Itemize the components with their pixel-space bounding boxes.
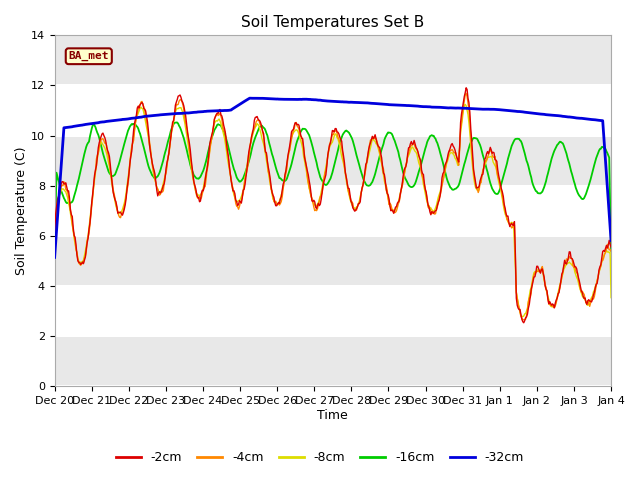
Bar xyxy=(54,136,611,186)
-32cm xyxy=(149,113,157,119)
-8cm xyxy=(194,192,202,198)
-32cm xyxy=(380,101,387,107)
-32cm xyxy=(51,254,58,260)
-2cm xyxy=(520,320,527,325)
-16cm xyxy=(303,129,311,135)
-8cm xyxy=(422,195,430,201)
Line: -2cm: -2cm xyxy=(54,88,611,323)
-4cm xyxy=(194,195,202,201)
-2cm xyxy=(462,85,470,91)
-8cm xyxy=(607,295,615,300)
Y-axis label: Soil Temperature (C): Soil Temperature (C) xyxy=(15,146,28,275)
-32cm xyxy=(607,238,615,243)
-2cm xyxy=(303,163,310,169)
-16cm xyxy=(195,176,202,181)
-2cm xyxy=(51,233,58,239)
-16cm xyxy=(470,135,478,141)
-16cm xyxy=(607,248,615,253)
Line: -32cm: -32cm xyxy=(54,98,611,257)
Text: BA_met: BA_met xyxy=(68,51,109,61)
-32cm xyxy=(470,106,478,112)
Title: Soil Temperatures Set B: Soil Temperatures Set B xyxy=(241,15,424,30)
-16cm xyxy=(173,120,181,125)
-4cm xyxy=(303,163,310,169)
Bar xyxy=(54,236,611,286)
-2cm xyxy=(470,173,478,179)
-2cm xyxy=(422,190,430,195)
-16cm xyxy=(380,141,387,147)
-8cm xyxy=(461,102,469,108)
-8cm xyxy=(51,213,58,219)
-2cm xyxy=(149,164,157,170)
-4cm xyxy=(422,190,430,196)
-4cm xyxy=(470,175,478,181)
-8cm xyxy=(379,168,387,173)
-2cm xyxy=(379,163,387,169)
-2cm xyxy=(194,194,202,200)
Line: -4cm: -4cm xyxy=(54,93,611,320)
-4cm xyxy=(462,90,470,96)
Bar xyxy=(54,36,611,85)
-16cm xyxy=(423,139,431,145)
-32cm xyxy=(423,104,431,109)
-4cm xyxy=(607,249,615,254)
Bar xyxy=(54,336,611,386)
-8cm xyxy=(303,168,310,174)
-4cm xyxy=(519,317,527,323)
-16cm xyxy=(149,173,157,179)
-8cm xyxy=(149,168,157,174)
-16cm xyxy=(51,254,58,260)
-8cm xyxy=(519,314,527,320)
-2cm xyxy=(607,244,615,250)
-32cm xyxy=(246,96,253,101)
Line: -16cm: -16cm xyxy=(54,122,611,257)
-32cm xyxy=(303,96,311,102)
X-axis label: Time: Time xyxy=(317,409,348,422)
-4cm xyxy=(51,220,58,226)
-4cm xyxy=(379,164,387,169)
-8cm xyxy=(470,180,478,185)
-4cm xyxy=(149,165,157,171)
Legend: -2cm, -4cm, -8cm, -16cm, -32cm: -2cm, -4cm, -8cm, -16cm, -32cm xyxy=(111,446,529,469)
-32cm xyxy=(194,109,202,115)
Line: -8cm: -8cm xyxy=(54,105,611,317)
